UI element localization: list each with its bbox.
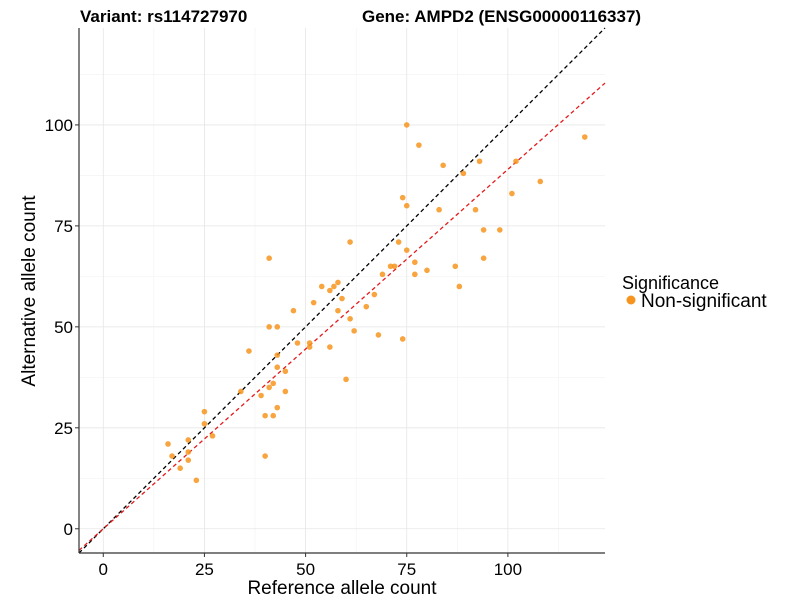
data-point xyxy=(480,255,487,261)
data-point xyxy=(436,206,442,213)
data-point xyxy=(327,287,333,294)
data-point xyxy=(581,134,588,140)
data-point xyxy=(266,384,272,391)
data-point xyxy=(177,465,183,471)
data-point xyxy=(185,449,192,455)
legend-title: Significance xyxy=(622,273,719,293)
data-point xyxy=(379,271,386,278)
data-point xyxy=(403,122,410,128)
x-tick-label: 75 xyxy=(397,560,416,579)
data-point xyxy=(480,227,487,233)
data-point xyxy=(351,328,357,334)
data-point xyxy=(403,202,410,209)
data-point xyxy=(274,324,281,330)
data-point xyxy=(513,158,519,165)
legend: Significance Non-significant xyxy=(622,273,767,312)
data-point xyxy=(412,271,418,278)
data-point xyxy=(274,404,281,411)
data-point xyxy=(371,291,378,298)
data-point xyxy=(424,267,430,274)
data-point xyxy=(318,283,325,290)
data-point xyxy=(399,336,406,342)
data-point xyxy=(209,433,216,439)
data-point xyxy=(201,408,208,415)
legend-key-non-significant xyxy=(626,295,636,305)
data-point xyxy=(472,206,479,213)
data-point xyxy=(274,352,281,358)
x-tick-label: 100 xyxy=(494,560,522,579)
data-point xyxy=(270,380,277,387)
y-tick-label: 100 xyxy=(45,116,73,135)
data-point xyxy=(452,263,459,270)
y-axis-title: Alternative allele count xyxy=(19,195,40,387)
data-point xyxy=(476,158,483,165)
y-tick-label: 50 xyxy=(54,318,73,337)
data-point xyxy=(363,303,370,310)
data-point xyxy=(440,162,446,169)
data-point xyxy=(165,441,171,447)
data-point xyxy=(387,263,394,270)
data-point xyxy=(343,376,349,383)
data-point xyxy=(403,247,410,253)
data-point xyxy=(282,388,289,395)
data-point xyxy=(537,178,544,185)
data-point xyxy=(274,364,281,371)
data-point xyxy=(412,259,418,266)
y-tick-label: 0 xyxy=(64,520,73,539)
data-point xyxy=(185,437,192,443)
data-point xyxy=(395,239,402,245)
data-point xyxy=(258,392,264,399)
data-point xyxy=(335,279,341,286)
axes xyxy=(78,28,605,554)
chart-title-variant: Variant: rs114727970 xyxy=(80,7,247,26)
data-points xyxy=(165,122,588,484)
x-tick-label: 0 xyxy=(99,560,108,579)
data-point xyxy=(310,299,317,306)
data-point xyxy=(339,295,345,302)
data-point xyxy=(335,307,341,314)
data-point xyxy=(331,283,337,290)
data-point xyxy=(327,344,333,350)
data-point xyxy=(399,194,406,201)
legend-label-non-significant: Non-significant xyxy=(641,291,767,312)
data-point xyxy=(185,457,192,463)
data-point xyxy=(375,332,382,338)
data-point xyxy=(290,307,297,314)
tick-labels: 0 25 50 75 100 0 25 50 75 100 xyxy=(45,116,522,579)
data-point xyxy=(238,388,244,395)
data-point xyxy=(416,142,422,148)
grid xyxy=(79,28,605,553)
data-point xyxy=(282,368,289,375)
reference-line-fit xyxy=(78,82,606,551)
x-axis-title: Reference allele count xyxy=(247,578,437,599)
x-tick-label: 25 xyxy=(195,560,214,579)
y-tick-label: 25 xyxy=(54,419,73,438)
chart-title-gene: Gene: AMPD2 (ENSG00000116337) xyxy=(362,7,641,26)
data-point xyxy=(266,255,272,261)
data-point xyxy=(509,190,515,197)
data-point xyxy=(266,324,272,330)
reference-line-identity xyxy=(78,27,606,554)
data-point xyxy=(306,340,313,346)
x-tick-label: 50 xyxy=(296,560,315,579)
data-point xyxy=(460,170,467,177)
data-point xyxy=(347,315,353,322)
data-point xyxy=(294,340,301,346)
data-point xyxy=(262,453,268,459)
data-point xyxy=(262,412,268,419)
data-point xyxy=(497,227,503,233)
data-point xyxy=(201,420,208,427)
data-point xyxy=(306,344,313,350)
data-point xyxy=(347,239,353,245)
data-point xyxy=(169,453,175,459)
reference-lines xyxy=(78,27,606,554)
y-tick-label: 75 xyxy=(54,217,73,236)
data-point xyxy=(456,283,463,290)
data-point xyxy=(193,477,200,484)
data-point xyxy=(391,263,398,270)
data-point xyxy=(246,348,252,354)
data-point xyxy=(270,412,277,419)
